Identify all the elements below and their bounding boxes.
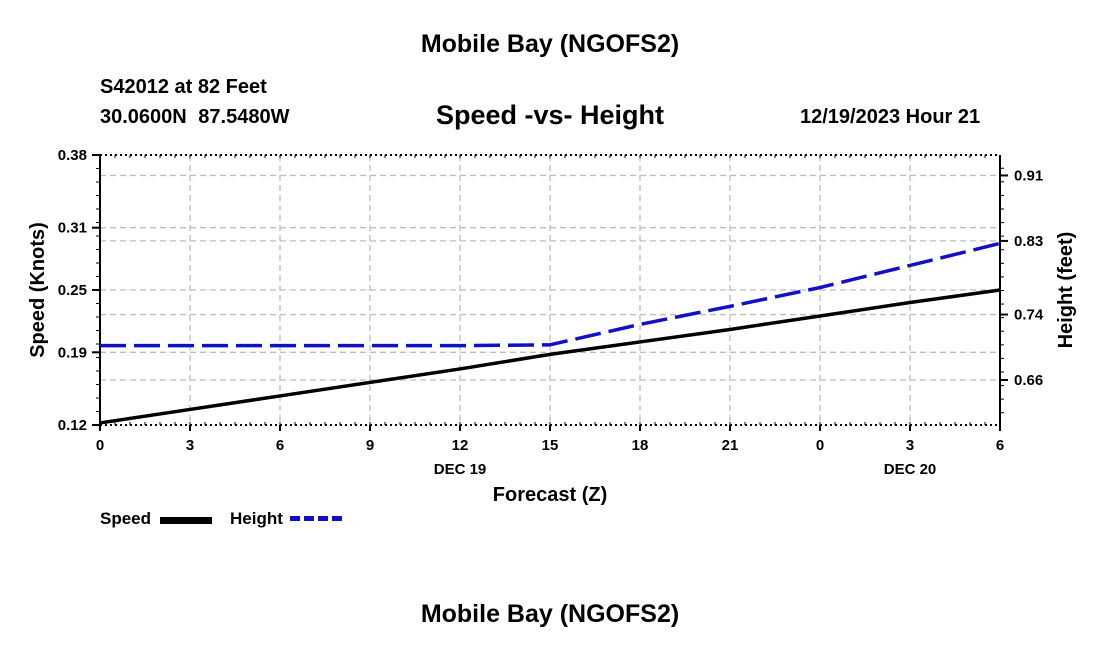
- y2-axis-label: Height (feet): [1055, 232, 1077, 349]
- x-tick-label: 0: [96, 437, 104, 454]
- x-axis-label: Forecast (Z): [493, 484, 607, 506]
- x-tick-label: 3: [906, 437, 914, 454]
- y2-tick-label: 0.74: [1014, 307, 1044, 324]
- x-tick-label: 9: [366, 437, 374, 454]
- x-tick-label: 0: [816, 437, 824, 454]
- x-date-label: DEC 19: [434, 461, 487, 478]
- x-tick-label: 18: [632, 437, 649, 454]
- series-line-height: [100, 241, 1001, 348]
- legend-height-label: Height: [230, 509, 283, 528]
- y-tick-label: 0.19: [58, 344, 87, 361]
- station-coordinates: 30.0600N 87.5480W: [100, 106, 290, 128]
- legend-height-swatch: [290, 516, 342, 521]
- y2-tick-label: 0.91: [1014, 167, 1043, 184]
- y-tick-label: 0.25: [58, 282, 87, 299]
- x-date-label: DEC 20: [884, 461, 937, 478]
- station-label: S42012 at 82 Feet: [100, 76, 267, 98]
- x-tick-label: 3: [186, 437, 194, 454]
- x-tick-label: 12: [452, 437, 469, 454]
- footer-title: Mobile Bay (NGOFS2): [420, 600, 680, 628]
- forecast-datetime: 12/19/2023 Hour 21: [800, 106, 981, 128]
- legend-speed-label: Speed: [100, 509, 152, 528]
- x-tick-label: 15: [542, 437, 559, 454]
- y-axis-label: Speed (Knots): [27, 222, 49, 358]
- speed-height-chart: 0 3 6 9 12 15 18 21 0 3 6 DEC 19 DEC 20 0.12 0.19 0.25 0…: [27, 147, 1077, 506]
- chart-title: Speed -vs- Height: [435, 100, 665, 130]
- legend-speed-swatch: [160, 517, 212, 524]
- x-tick-label: 6: [276, 437, 284, 454]
- x-tick-label: 21: [722, 437, 739, 454]
- y-tick-label: 0.12: [58, 417, 87, 434]
- y-tick-label: 0.38: [58, 147, 87, 164]
- y2-tick-label: 0.83: [1014, 233, 1043, 250]
- page-title: Mobile Bay (NGOFS2): [420, 30, 680, 58]
- series-line-speed: [99, 288, 1001, 425]
- y2-tick-label: 0.66: [1014, 372, 1043, 389]
- x-tick-label: 6: [996, 437, 1004, 454]
- y-tick-label: 0.31: [58, 220, 87, 237]
